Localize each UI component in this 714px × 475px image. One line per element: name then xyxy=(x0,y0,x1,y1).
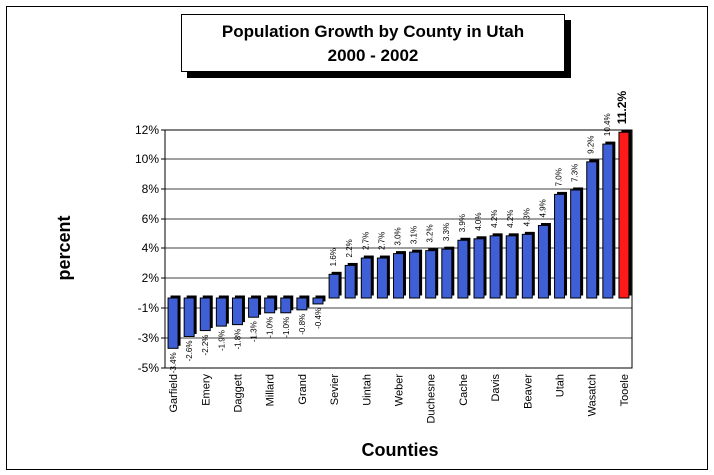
data-label: -0.8% xyxy=(298,314,307,335)
bar xyxy=(344,264,356,299)
data-label: 11.2% xyxy=(615,91,629,125)
x-category-label: Wasatch xyxy=(587,374,599,416)
data-label: 3.2% xyxy=(426,224,435,242)
x-category-label: Tooele xyxy=(619,374,631,406)
data-label: -1.8% xyxy=(233,329,242,350)
data-label: 4.0% xyxy=(474,213,483,231)
y-tick-label: 12% xyxy=(135,123,159,137)
bar xyxy=(537,224,549,299)
bar xyxy=(489,235,501,299)
chart-title-box: Population Growth by County in Utah 2000… xyxy=(181,14,565,72)
data-label: -1.3% xyxy=(250,321,259,342)
bar xyxy=(602,143,614,299)
bar xyxy=(425,250,437,299)
data-label: 7.3% xyxy=(571,164,580,182)
y-tick-label: 10% xyxy=(135,152,159,166)
data-label: 4.9% xyxy=(538,199,547,217)
bar xyxy=(199,297,211,332)
bar xyxy=(231,297,243,326)
x-category-label: Emery xyxy=(200,374,212,406)
bar xyxy=(554,193,566,299)
data-label: 3.9% xyxy=(458,214,467,232)
x-category-label: Millard xyxy=(265,374,277,406)
data-label: -1.0% xyxy=(266,317,275,338)
bar xyxy=(586,161,598,299)
chart-title: Population Growth by County in Utah xyxy=(221,22,525,41)
bar xyxy=(280,297,292,314)
data-label: 7.0% xyxy=(555,168,564,186)
x-category-label: Weber xyxy=(394,374,406,407)
y-tick-label: 6% xyxy=(142,212,160,226)
data-label: -1.9% xyxy=(217,330,226,351)
data-label: 4.2% xyxy=(506,210,515,228)
bar xyxy=(473,238,485,299)
bar xyxy=(360,257,372,299)
x-category-label: Utah xyxy=(555,374,567,397)
bar xyxy=(312,297,324,305)
bar xyxy=(618,131,630,299)
bar xyxy=(296,297,308,311)
chart-subtitle: 2000 - 2002 xyxy=(327,46,419,65)
bar xyxy=(570,189,582,299)
bar xyxy=(505,235,517,299)
data-label: 9.2% xyxy=(587,136,596,154)
bar xyxy=(215,297,227,327)
x-category-label: Garfield xyxy=(168,374,180,413)
data-label: 3.0% xyxy=(394,227,403,245)
bar xyxy=(409,251,421,299)
x-category-label: Beaver xyxy=(522,374,534,409)
x-category-label: Davis xyxy=(490,374,502,402)
x-category-label: Duchesne xyxy=(426,374,438,424)
bar xyxy=(393,253,404,299)
bar xyxy=(521,233,533,299)
bar xyxy=(328,273,340,299)
bar xyxy=(248,297,260,318)
data-label: -0.4% xyxy=(314,308,323,329)
data-label: 4.2% xyxy=(490,210,499,228)
data-label: 3.1% xyxy=(410,226,419,244)
data-label: -2.2% xyxy=(201,335,210,356)
data-label: 3.3% xyxy=(442,223,451,241)
y-tick-label: 4% xyxy=(142,241,160,255)
y-tick-label: -1% xyxy=(138,301,160,315)
data-label: -1.0% xyxy=(282,317,291,338)
x-category-label: Daggett xyxy=(232,374,244,413)
x-category-label: Grand xyxy=(297,374,309,405)
data-label: -2.6% xyxy=(185,340,194,361)
bar xyxy=(376,257,388,299)
x-axis-title: Counties xyxy=(361,440,439,460)
y-tick-label: 8% xyxy=(142,182,160,196)
bar xyxy=(457,239,469,299)
x-category-label: Uintah xyxy=(361,374,373,406)
bar xyxy=(264,297,276,314)
data-label: 10.4% xyxy=(603,113,612,136)
data-label: 2.7% xyxy=(377,232,386,250)
data-label: 2.2% xyxy=(345,239,354,257)
data-label: 4.3% xyxy=(522,208,531,226)
data-label: 1.6% xyxy=(329,248,338,266)
y-axis-title: percent xyxy=(54,215,74,281)
y-tick-label: -5% xyxy=(138,361,160,375)
data-label: -3.4% xyxy=(169,352,178,373)
data-label: 2.7% xyxy=(361,232,370,250)
x-category-label: Sevier xyxy=(329,374,341,406)
y-tick-label: 2% xyxy=(142,271,160,285)
bar xyxy=(441,248,453,299)
bar xyxy=(167,297,179,349)
x-category-label: Cache xyxy=(458,374,470,406)
bar xyxy=(183,297,195,337)
y-tick-label: -3% xyxy=(138,331,160,345)
